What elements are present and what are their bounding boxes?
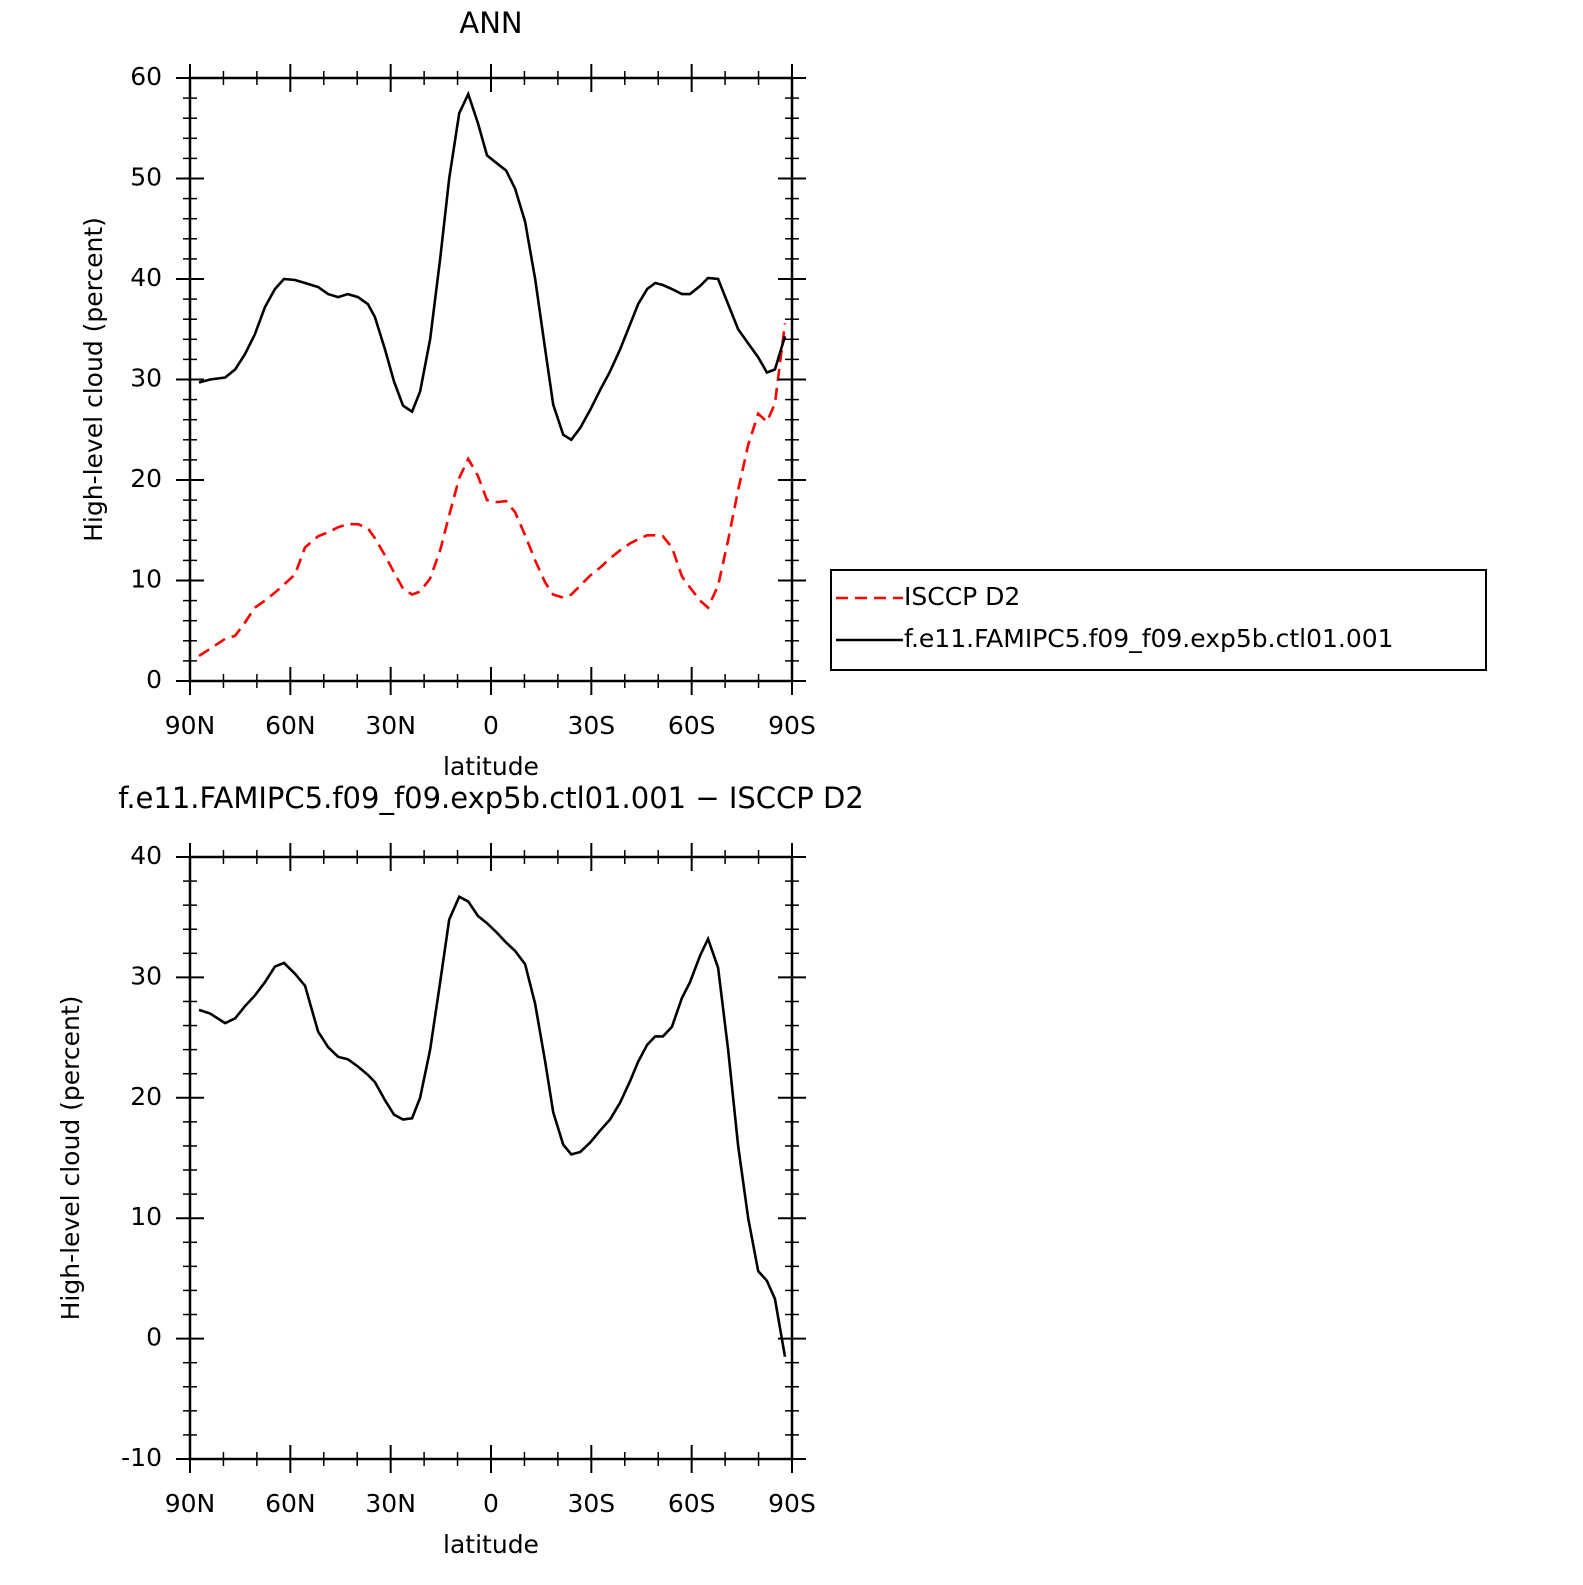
x-axis-label: latitude — [443, 752, 539, 781]
y-tick-label: 0 — [146, 665, 162, 694]
x-tick-label: 30N — [365, 711, 416, 740]
x-tick-label: 90S — [768, 711, 816, 740]
x-tick-label: 30S — [567, 711, 615, 740]
legend-box — [830, 569, 1487, 671]
y-tick-label: 20 — [130, 1082, 162, 1111]
chart-title: ANN — [459, 6, 522, 40]
x-tick-label: 90N — [165, 711, 216, 740]
y-tick-label: -10 — [121, 1443, 162, 1472]
legend-label: f.e11.FAMIPC5.f09_f09.exp5b.ctl01.001 — [904, 624, 1394, 653]
x-tick-label: 60S — [668, 711, 716, 740]
y-tick-label: 40 — [130, 263, 162, 292]
y-tick-label: 30 — [130, 364, 162, 393]
data-line — [198, 323, 787, 657]
y-tick-label: 20 — [130, 464, 162, 493]
x-tick-label: 30S — [567, 1489, 615, 1518]
y-axis-label: High-level cloud (percent) — [79, 217, 108, 542]
x-tick-label: 90N — [165, 1489, 216, 1518]
data-line — [198, 894, 787, 1357]
x-tick-label: 60N — [265, 711, 316, 740]
y-tick-label: 30 — [130, 961, 162, 990]
y-tick-label: 0 — [146, 1323, 162, 1352]
x-tick-label: 30N — [365, 1489, 416, 1518]
x-tick-label: 60S — [668, 1489, 716, 1518]
y-tick-label: 40 — [130, 841, 162, 870]
y-axis-label: High-level cloud (percent) — [56, 996, 85, 1321]
data-line — [198, 90, 787, 442]
y-tick-label: 10 — [130, 565, 162, 594]
x-tick-label: 60N — [265, 1489, 316, 1518]
plot-frame — [188, 76, 794, 683]
plot-frame — [188, 855, 794, 1461]
chart-title: f.e11.FAMIPC5.f09_f09.exp5b.ctl01.001 − … — [118, 781, 864, 815]
y-tick-label: 10 — [130, 1202, 162, 1231]
y-tick-label: 50 — [130, 163, 162, 192]
legend-label: ISCCP D2 — [904, 582, 1020, 611]
x-tick-label: 0 — [483, 711, 499, 740]
y-tick-label: 60 — [130, 62, 162, 91]
x-tick-label: 90S — [768, 1489, 816, 1518]
x-axis-label: latitude — [443, 1530, 539, 1559]
x-tick-label: 0 — [483, 1489, 499, 1518]
